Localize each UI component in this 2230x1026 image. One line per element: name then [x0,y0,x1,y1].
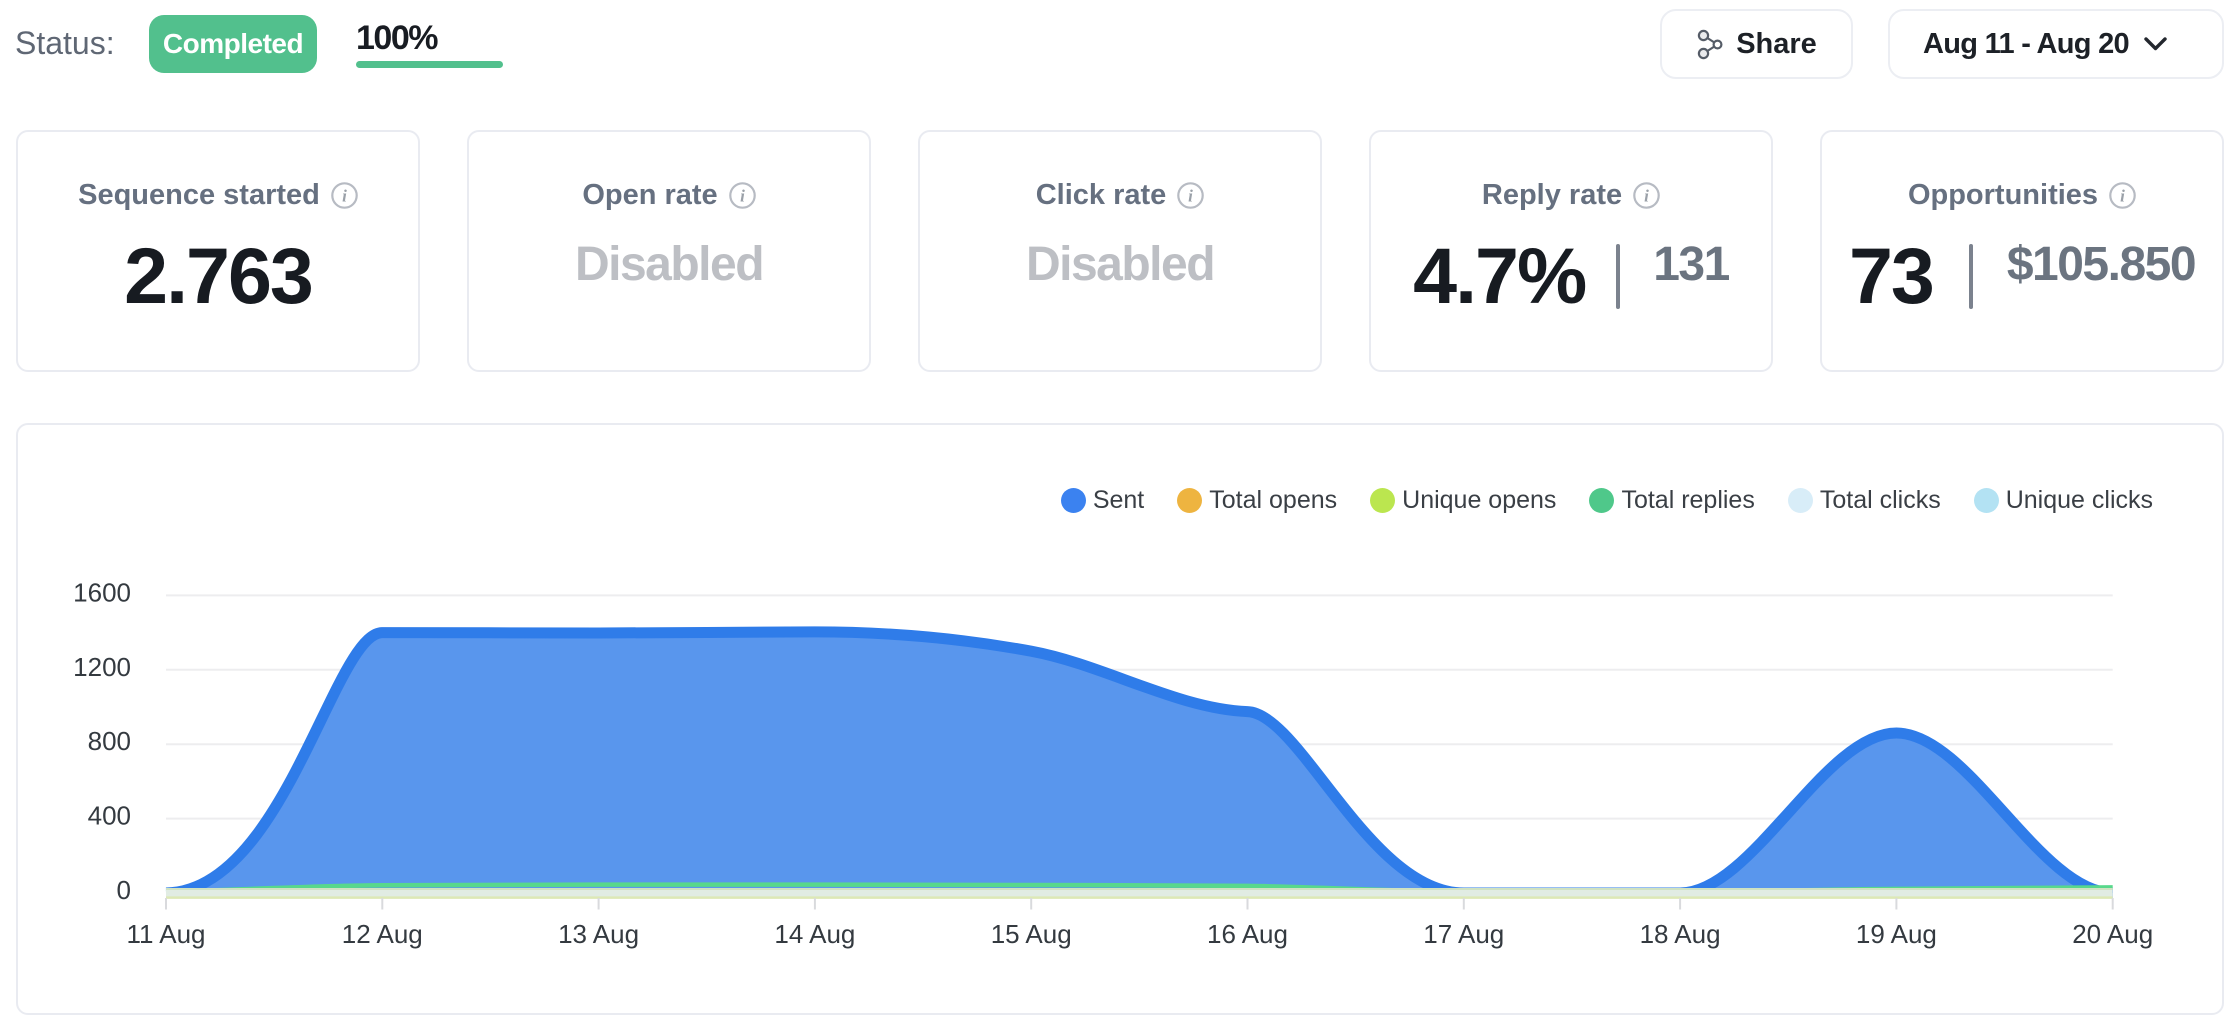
svg-text:i: i [740,186,745,205]
svg-text:0: 0 [117,875,131,905]
svg-text:i: i [342,186,347,205]
svg-text:11 Aug: 11 Aug [126,919,205,949]
svg-text:400: 400 [88,801,131,831]
svg-text:15 Aug: 15 Aug [991,919,1072,949]
svg-text:17 Aug: 17 Aug [1423,919,1504,949]
svg-text:1600: 1600 [73,577,131,607]
svg-text:14 Aug: 14 Aug [774,919,855,949]
svg-text:18 Aug: 18 Aug [1640,919,1721,949]
svg-text:20 Aug: 20 Aug [2072,919,2153,949]
svg-text:16 Aug: 16 Aug [1207,919,1288,949]
svg-text:13 Aug: 13 Aug [558,919,639,949]
svg-text:12 Aug: 12 Aug [342,919,423,949]
svg-text:i: i [1644,186,1649,205]
svg-text:i: i [2120,186,2125,205]
svg-text:19 Aug: 19 Aug [1856,919,1937,949]
svg-text:1200: 1200 [73,652,131,682]
svg-text:i: i [1188,186,1193,205]
svg-text:800: 800 [88,726,131,756]
